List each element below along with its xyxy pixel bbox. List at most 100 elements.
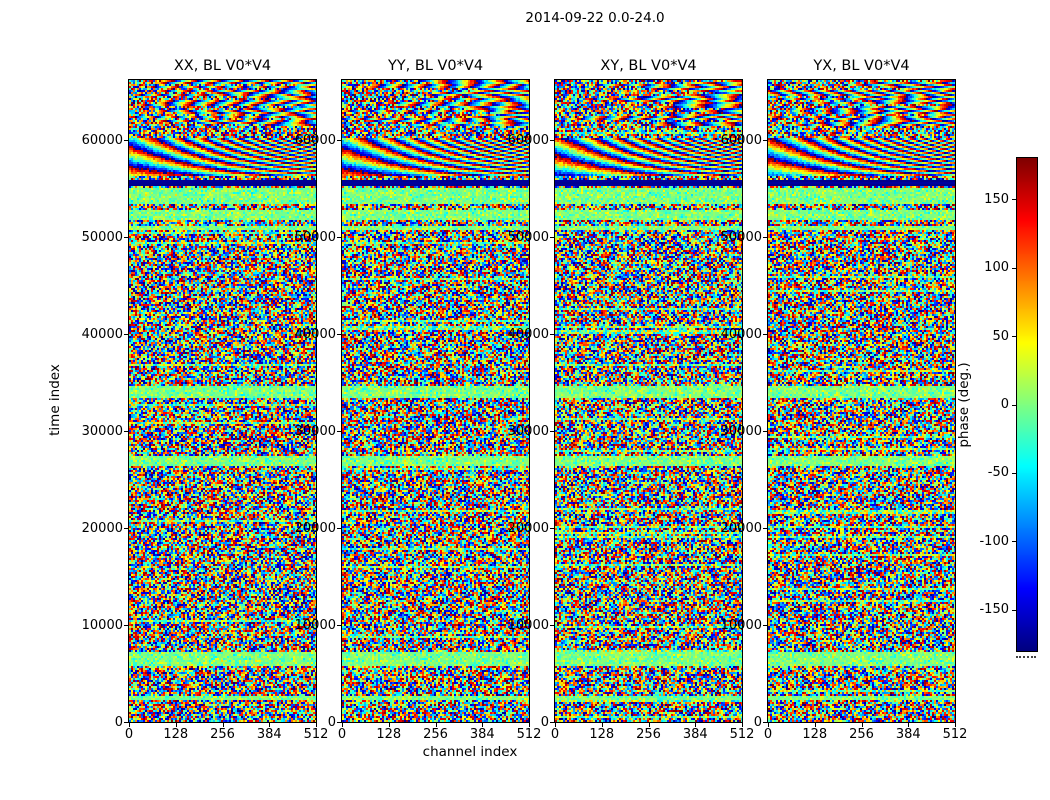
x-tick-label: 0 [337, 727, 347, 742]
panel-yx [767, 79, 956, 723]
y-tick-mark [550, 237, 554, 239]
y-tick-label: 40000 [81, 326, 123, 342]
x-tick-mark [482, 723, 484, 727]
x-tick-label: 384 [469, 727, 495, 742]
y-tick-mark [763, 140, 767, 142]
y-tick-mark [124, 431, 128, 433]
y-tick-mark [550, 625, 554, 627]
y-tick-label: 10000 [81, 617, 123, 633]
x-tick-mark [768, 723, 769, 727]
panel-title-yy: YY, BL V0*V4 [387, 58, 484, 74]
x-tick-label: 512 [303, 727, 329, 742]
panel-title-yx: YX, BL V0*V4 [813, 58, 910, 74]
x-tick-mark [908, 723, 910, 727]
x-tick-mark [861, 723, 863, 727]
x-axis-label: channel index [422, 744, 518, 760]
y-tick-mark [763, 722, 767, 723]
y-tick-label: 10000 [720, 617, 762, 633]
y-tick-mark [763, 625, 767, 627]
y-tick-label: 20000 [720, 520, 762, 536]
y-tick-label: 60000 [507, 132, 549, 148]
colorbar-tick-mark [1012, 336, 1016, 338]
colorbar-tick-mark [1012, 541, 1016, 543]
y-tick-label: 40000 [720, 326, 762, 342]
x-tick-mark [601, 723, 603, 727]
x-tick-mark [269, 723, 271, 727]
colorbar-tick-mark [1012, 609, 1016, 611]
y-tick-label: 60000 [81, 132, 123, 148]
y-tick-mark [337, 722, 341, 723]
colorbar-tick-mark [1012, 404, 1016, 406]
y-tick-label: 50000 [507, 229, 549, 245]
x-tick-label: 512 [942, 727, 968, 742]
x-tick-label: 128 [376, 727, 402, 742]
colorbar-tick-label: 50 [992, 328, 1009, 344]
y-tick-label: 0 [540, 714, 549, 730]
colorbar-tick-mark [1012, 472, 1016, 474]
y-tick-label: 20000 [294, 520, 336, 536]
y-tick-mark [337, 334, 341, 336]
y-tick-label: 60000 [294, 132, 336, 148]
heatmap-canvas-xx [129, 80, 316, 722]
heatmap-canvas-xy [555, 80, 742, 722]
y-tick-label: 50000 [81, 229, 123, 245]
x-tick-mark [955, 723, 956, 727]
y-tick-label: 50000 [720, 229, 762, 245]
y-tick-mark [124, 237, 128, 239]
y-tick-label: 50000 [294, 229, 336, 245]
y-tick-label: 40000 [507, 326, 549, 342]
x-tick-label: 256 [849, 727, 874, 742]
y-tick-mark [124, 334, 128, 336]
x-tick-label: 512 [516, 727, 542, 742]
y-tick-mark [124, 140, 128, 142]
colorbar-tick-mark [1012, 199, 1016, 201]
y-tick-label: 0 [327, 714, 336, 730]
y-tick-label: 20000 [81, 520, 123, 536]
x-tick-mark [648, 723, 650, 727]
colorbar-tick-label: -150 [979, 602, 1009, 618]
colorbar-tick-label: -100 [979, 533, 1009, 549]
x-tick-label: 128 [589, 727, 615, 742]
x-tick-label: 128 [163, 727, 189, 742]
y-tick-label: 30000 [81, 423, 123, 439]
x-tick-mark [814, 723, 816, 727]
y-tick-mark [337, 625, 341, 627]
y-tick-label: 0 [753, 714, 762, 730]
x-tick-label: 384 [256, 727, 282, 742]
y-tick-mark [337, 237, 341, 239]
colorbar-gradient [1017, 158, 1037, 651]
x-tick-mark [342, 723, 343, 727]
panel-xy [554, 79, 743, 723]
y-tick-mark [550, 431, 554, 433]
y-tick-mark [763, 237, 767, 239]
colorbar [1016, 157, 1038, 652]
x-tick-label: 256 [423, 727, 448, 742]
x-tick-label: 0 [550, 727, 560, 742]
y-tick-mark [124, 528, 128, 530]
panel-yy [341, 79, 530, 723]
colorbar-tick-label: 100 [984, 260, 1009, 276]
x-tick-mark [175, 723, 177, 727]
x-tick-mark [316, 723, 317, 727]
x-tick-mark [222, 723, 224, 727]
x-tick-mark [129, 723, 130, 727]
y-tick-mark [337, 431, 341, 433]
x-tick-mark [388, 723, 390, 727]
y-tick-mark [550, 722, 554, 723]
y-tick-mark [550, 140, 554, 142]
panel-title-xx: XX, BL V0*V4 [173, 58, 272, 74]
x-tick-label: 0 [763, 727, 773, 742]
x-tick-label: 0 [124, 727, 134, 742]
y-tick-mark [763, 528, 767, 530]
y-tick-mark [550, 334, 554, 336]
x-tick-label: 256 [636, 727, 661, 742]
y-tick-mark [337, 528, 341, 530]
y-tick-label: 20000 [507, 520, 549, 536]
x-tick-label: 256 [210, 727, 235, 742]
y-tick-mark [763, 431, 767, 433]
y-tick-label: 0 [114, 714, 123, 730]
panel-xx [128, 79, 317, 723]
y-tick-mark [337, 140, 341, 142]
x-tick-mark [435, 723, 437, 727]
